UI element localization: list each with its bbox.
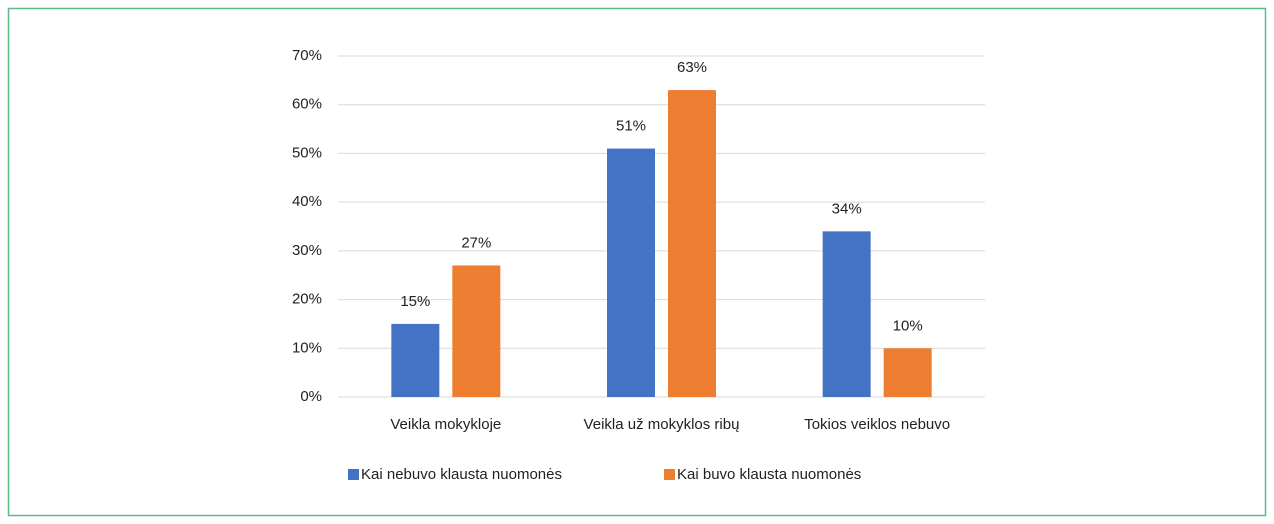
- bar: [452, 265, 501, 397]
- bar: [822, 231, 871, 397]
- x-tick-label: Tokios veiklos nebuvo: [804, 416, 950, 433]
- bar: [391, 323, 440, 397]
- data-label: 10%: [893, 317, 923, 334]
- bar: [668, 90, 716, 397]
- data-label: 27%: [461, 234, 491, 251]
- legend-swatch: [348, 469, 359, 480]
- y-tick-label: 50%: [292, 144, 322, 161]
- x-tick-label: Veikla už mokyklos ribų: [584, 416, 740, 433]
- bar: [883, 348, 932, 397]
- legend-swatch: [664, 469, 675, 480]
- data-label: 15%: [400, 293, 430, 310]
- bar: [607, 148, 655, 397]
- y-tick-label: 70%: [292, 47, 322, 64]
- y-tick-label: 20%: [292, 291, 322, 308]
- y-tick-label: 30%: [292, 242, 322, 259]
- y-tick-label: 10%: [292, 339, 322, 356]
- y-tick-label: 40%: [292, 193, 322, 210]
- data-label: 51%: [616, 118, 646, 135]
- x-tick-label: Veikla mokykloje: [390, 416, 501, 433]
- y-tick-label: 60%: [292, 96, 322, 113]
- data-label: 34%: [832, 200, 862, 217]
- data-label: 63%: [677, 59, 707, 76]
- legend-label: Kai nebuvo klausta nuomonės: [361, 466, 562, 483]
- legend-label: Kai buvo klausta nuomonės: [677, 466, 861, 483]
- y-tick-label: 0%: [300, 388, 322, 405]
